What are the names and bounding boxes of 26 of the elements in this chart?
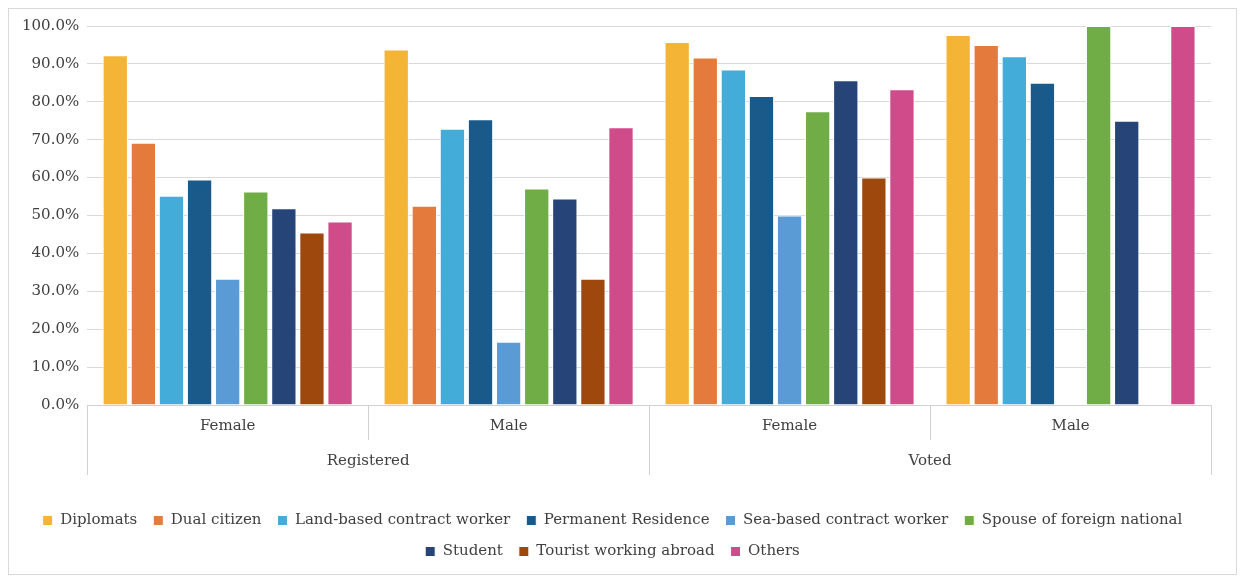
x-tick-label: Female <box>761 415 818 434</box>
legend-label: Land-based contract worker <box>294 510 512 529</box>
x-tick-label: Male <box>1051 415 1090 434</box>
y-tick-label: 100.0% <box>21 15 80 34</box>
legend-label: Dual citizen <box>170 510 262 529</box>
x-tick-label: Female <box>200 415 256 434</box>
y-tick-label: 90.0% <box>31 53 80 72</box>
y-tick-label: 60.0% <box>31 167 80 186</box>
y-tick-label: 80.0% <box>31 91 80 110</box>
y-tick-label: 0.0% <box>41 394 80 413</box>
y-tick-label: 40.0% <box>31 243 80 262</box>
y-tick-label: 50.0% <box>31 205 80 224</box>
text: Registered <box>326 450 410 469</box>
legend-label: Sea-based contract worker <box>743 510 950 529</box>
y-tick-label: 10.0% <box>31 356 80 375</box>
y-tick-label: 70.0% <box>31 129 80 148</box>
legend-label: Student <box>442 541 503 560</box>
legend-label: Others <box>748 541 800 560</box>
legend-label: Spouse of foreign national <box>981 510 1183 529</box>
text: Voted <box>907 450 952 469</box>
legend-label: Tourist working abroad <box>536 541 715 560</box>
legend-label: Diplomats <box>60 510 138 529</box>
x-tick-label: Male <box>489 415 528 434</box>
y-tick-label: 20.0% <box>31 319 80 338</box>
legend-label: Permanent Residence <box>543 510 710 529</box>
y-tick-label: 30.0% <box>31 281 80 300</box>
